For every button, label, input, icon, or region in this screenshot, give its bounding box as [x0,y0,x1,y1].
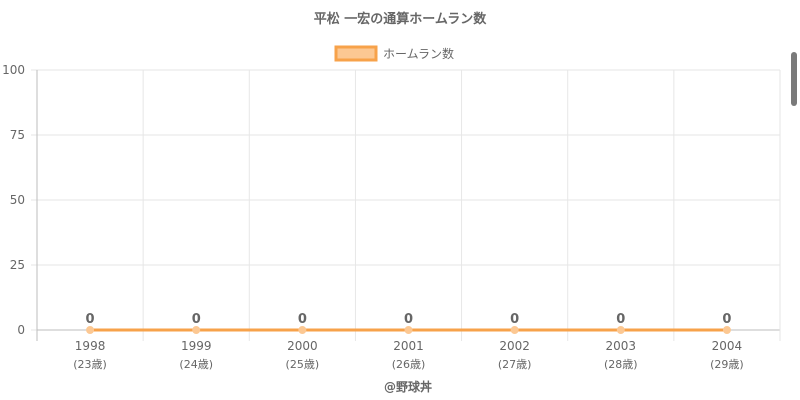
y-tick-label: 50 [10,193,25,207]
x-tick-label: 1999 [181,339,212,353]
data-label: 0 [298,312,307,327]
x-tick-sublabel: (29歳) [710,358,744,371]
credit-text: @野球丼 [384,379,432,394]
x-axis-ticks: 1998 (23歳) 1999 (24歳) 2000 (25歳) 2001 (26歳) 2002… [73,339,743,371]
x-tick-sublabel: (28歳) [604,358,638,371]
x-tick-label: 2002 [499,339,530,353]
grid [31,69,781,341]
data-point[interactable] [298,326,307,334]
y-tick-label: 100 [2,63,25,77]
data-point[interactable] [86,326,95,334]
x-tick-label: 1998 [75,339,106,353]
legend-label[interactable]: ホームラン数 [383,46,454,61]
data-labels: 0 0 0 0 0 0 0 [86,312,732,327]
x-tick-sublabel: (27歳) [498,358,532,371]
data-label: 0 [192,312,201,327]
data-point[interactable] [722,326,731,334]
x-tick-label: 2003 [606,339,637,353]
data-label: 0 [722,312,731,327]
legend[interactable]: ホームラン数 [334,45,454,62]
y-tick-label: 0 [17,323,25,337]
y-axis-ticks: 0 25 50 75 100 [2,63,25,337]
x-tick-label: 2001 [393,339,424,353]
x-tick-label: 2000 [287,339,318,353]
x-tick-sublabel: (25歳) [286,358,320,371]
chart-title: 平松 一宏の通算ホームラン数 [314,11,487,27]
data-point[interactable] [404,326,413,334]
x-tick-label: 2004 [712,339,743,353]
data-label: 0 [616,312,625,327]
y-tick-label: 75 [10,128,25,142]
x-tick-sublabel: (26歳) [392,358,426,371]
data-point[interactable] [616,326,625,334]
y-tick-label: 25 [10,258,25,272]
data-point[interactable] [192,326,201,334]
legend-swatch[interactable] [334,45,378,62]
data-label: 0 [86,312,95,327]
data-point[interactable] [510,326,519,334]
scrollbar-thumb[interactable] [791,52,797,106]
data-label: 0 [404,312,413,327]
series-homeruns [86,326,731,334]
data-label: 0 [510,312,519,327]
x-tick-sublabel: (23歳) [73,358,107,371]
x-tick-sublabel: (24歳) [179,358,213,371]
